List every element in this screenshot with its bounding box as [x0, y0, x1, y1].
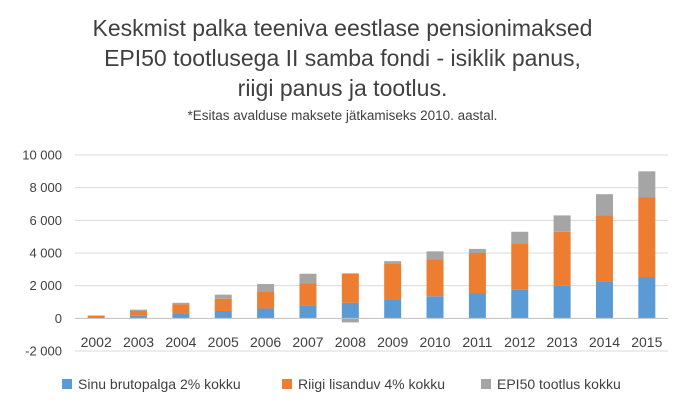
y-tick-label: 10 000 [22, 148, 62, 163]
legend-swatch-sinu [62, 379, 72, 389]
x-tick-label: 2013 [547, 334, 578, 350]
bar-riigi-2004 [172, 304, 190, 314]
bar-epi50-2013 [553, 215, 571, 232]
legend-label-riigi: Riigi lisanduv 4% kokku [298, 376, 446, 392]
bar-epi50-2014 [595, 194, 613, 216]
bar-riigi-2002 [87, 315, 105, 318]
bar-epi50-2009 [384, 261, 402, 264]
x-tick-label: 2002 [81, 334, 112, 350]
bar-riigi-2011 [468, 253, 486, 294]
y-tick-label: 4 000 [29, 246, 62, 261]
bar-riigi-2009 [384, 263, 402, 300]
bar-epi50-2005 [214, 294, 232, 299]
x-tick-label: 2009 [377, 334, 408, 350]
bar-sinu-2011 [468, 293, 486, 319]
x-tick-label: 2014 [589, 334, 620, 350]
chart-title-line-2: EPI50 tootlusega II samba fondi - isikli… [104, 45, 581, 71]
bar-epi50-2003 [130, 309, 148, 311]
bar-riigi-2013 [553, 231, 571, 286]
bar-riigi-2014 [595, 215, 613, 282]
bar-epi50-2002 [87, 315, 105, 316]
legend-swatch-riigi [282, 379, 292, 389]
bar-riigi-2006 [257, 291, 275, 309]
x-tick-label: 2015 [631, 334, 662, 350]
bar-sinu-2008 [341, 302, 359, 319]
bar-epi50-2008 [341, 318, 359, 323]
legend-item-riigi: Riigi lisanduv 4% kokku [282, 376, 445, 392]
bar-sinu-2005 [214, 310, 232, 319]
bar-riigi-2005 [214, 298, 232, 311]
bar-epi50-2010 [426, 251, 444, 260]
bar-riigi-2010 [426, 259, 444, 297]
bar-sinu-2004 [172, 313, 190, 319]
legend-item-sinu: Sinu brutopalga 2% kokku [62, 376, 241, 392]
chart-title-line-3: riigi panus ja tootlus. [237, 75, 448, 101]
y-tick-label: 6 000 [29, 213, 62, 228]
bar-riigi-2012 [511, 243, 529, 290]
bar-sinu-2009 [384, 299, 402, 319]
bar-sinu-2010 [426, 296, 444, 319]
bar-riigi-2008 [341, 273, 359, 303]
bar-epi50-2011 [468, 248, 486, 253]
bar-epi50-2006 [257, 284, 275, 292]
x-tick-label: 2011 [462, 334, 492, 350]
x-tick-label: 2010 [419, 334, 450, 350]
bar-epi50-2012 [511, 231, 529, 244]
x-tick-label: 2007 [292, 334, 323, 350]
legend-item-epi50: EPI50 tootlus kokku [481, 376, 621, 392]
x-tick-label: 2006 [250, 334, 281, 350]
x-tick-label: 2008 [335, 334, 366, 350]
y-tick-label: 2 000 [29, 278, 62, 293]
y-tick-label: 0 [55, 311, 62, 326]
bar-epi50-2007 [299, 273, 317, 284]
bar-sinu-2003 [130, 315, 148, 319]
y-tick-label: 8 000 [29, 180, 62, 195]
x-tick-label: 2004 [165, 334, 196, 350]
y-tick-label: -2 000 [25, 344, 62, 359]
bar-epi50-2015 [638, 171, 656, 198]
bar-riigi-2003 [130, 310, 148, 316]
x-tick-label: 2005 [208, 334, 239, 350]
chart-title-line-1: Keskmist palka teeniva eestlase pensioni… [92, 15, 593, 41]
x-tick-label: 2003 [123, 334, 154, 350]
chart-subtitle: *Esitas avalduse maksete jätkamiseks 201… [187, 108, 498, 123]
x-tick-label: 2012 [504, 334, 535, 350]
chart-legend: Sinu brutopalga 2% kokku Riigi lisanduv … [0, 376, 685, 400]
bar-sinu-2015 [638, 277, 656, 319]
bar-sinu-2013 [553, 285, 571, 319]
legend-label-epi50: EPI50 tootlus kokku [497, 376, 621, 392]
bar-sinu-2007 [299, 305, 317, 319]
bar-sinu-2014 [595, 281, 613, 319]
bar-riigi-2015 [638, 197, 656, 278]
bar-epi50-2004 [172, 302, 190, 305]
bar-sinu-2012 [511, 289, 529, 319]
legend-label-sinu: Sinu brutopalga 2% kokku [78, 376, 241, 392]
bar-sinu-2006 [257, 308, 275, 319]
bar-riigi-2007 [299, 283, 317, 306]
legend-swatch-epi50 [481, 379, 491, 389]
